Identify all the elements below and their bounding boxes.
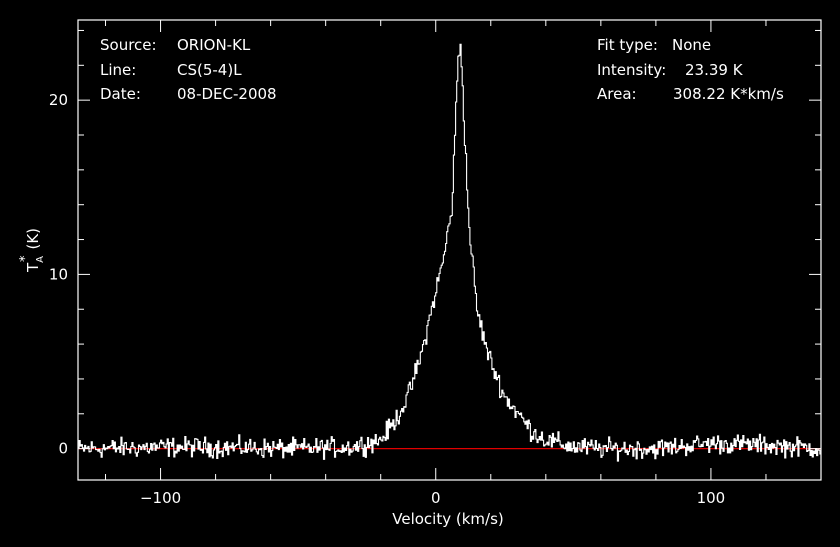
area-value: 308.22 K*km/s	[673, 85, 784, 103]
y-axis-title-unit: (K)	[24, 228, 42, 250]
spectrum-series	[78, 43, 821, 462]
date-label: Date:	[100, 85, 141, 103]
x-tick-label: −100	[140, 489, 181, 507]
y-axis-title-sup: *	[18, 255, 33, 262]
x-axis-title: Velocity (km/s)	[392, 510, 503, 528]
area-label: Area:	[597, 85, 637, 103]
fit-type-value: None	[672, 36, 711, 54]
y-tick-label: 20	[49, 91, 68, 109]
line-value: CS(5-4)L	[177, 61, 242, 79]
intensity-value: 23.39 K	[685, 61, 744, 79]
source-value: ORION-KL	[177, 36, 251, 54]
source-label: Source:	[100, 36, 157, 54]
intensity-label: Intensity:	[597, 61, 666, 79]
line-label: Line:	[100, 61, 136, 79]
ticks-layer: −100 0 100 0 10 20	[49, 20, 822, 507]
svg-text:TA*(K): TA* (K)	[18, 228, 46, 273]
x-tick-label: 0	[431, 489, 441, 507]
date-value: 08-DEC-2008	[177, 85, 277, 103]
y-axis-title-main: T	[24, 262, 42, 273]
fit-type-label: Fit type:	[597, 36, 658, 54]
spectrum-layer	[78, 43, 821, 462]
plot-frame	[77, 19, 822, 481]
y-tick-label: 0	[58, 440, 68, 458]
y-axis-title: TA* (K)	[18, 228, 46, 273]
y-axis-title-sub: A	[35, 256, 46, 263]
x-tick-label: 100	[697, 489, 726, 507]
y-tick-label: 10	[49, 265, 68, 283]
